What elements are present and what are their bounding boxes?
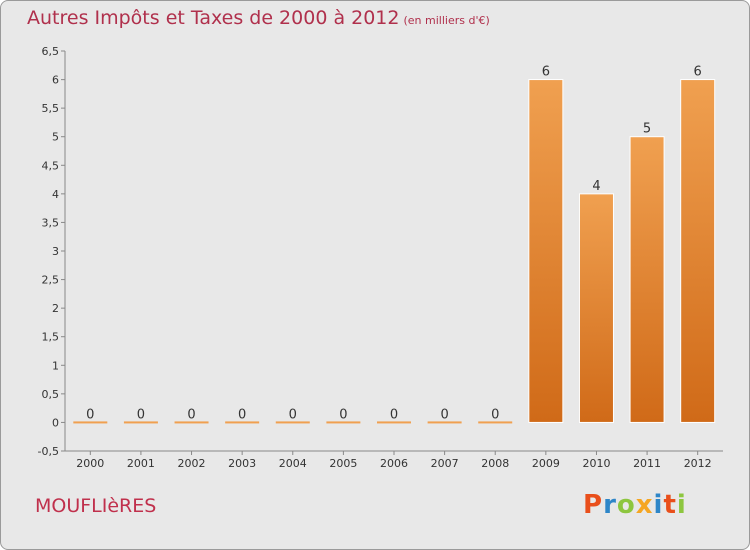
data-label: 0 [187, 407, 195, 422]
bars [73, 79, 716, 424]
bar [680, 79, 716, 423]
logo-letter: r [603, 490, 617, 520]
data-label: 4 [592, 179, 600, 194]
data-label: 0 [137, 407, 145, 422]
data-labels: 0 0 0 0 0 0 0 0 0 6 4 5 6 [86, 65, 702, 423]
y-tick-label: 0 [52, 416, 59, 429]
bar [578, 193, 614, 423]
x-tick-label: 2002 [178, 457, 206, 470]
y-tick-label: 4,5 [42, 159, 60, 172]
bar [478, 421, 513, 424]
bar [629, 136, 665, 423]
x-tick-label: 2009 [532, 457, 560, 470]
x-tick-label: 2012 [684, 457, 712, 470]
x-tick-label: 2000 [76, 457, 104, 470]
bar [377, 421, 411, 424]
y-tick-label: 2 [52, 302, 59, 315]
bar [275, 421, 310, 424]
logo-letter: i [676, 490, 687, 520]
data-label: 0 [289, 407, 297, 422]
y-tick-label: 1,5 [42, 331, 60, 344]
logo-letter: t [663, 490, 677, 520]
data-label: 0 [339, 407, 347, 422]
x-tick-label: 2008 [481, 457, 509, 470]
x-tick-label: 2001 [127, 457, 155, 470]
y-tick-label: 0,5 [42, 388, 60, 401]
bar [174, 421, 209, 424]
bar [326, 421, 361, 424]
x-tick-label: 2011 [633, 457, 661, 470]
x-tick-label: 2004 [279, 457, 307, 470]
data-label: 5 [643, 122, 651, 137]
data-label: 0 [491, 407, 499, 422]
title-text: Autres Impôts et Taxes de 2000 à 2012 [27, 7, 400, 29]
y-tick-label: 1 [52, 359, 59, 372]
bar [73, 421, 108, 424]
commune-name: MOUFLIèRES [35, 495, 157, 517]
axes: -0,5 0 0,5 1 1,5 2 2,5 3 3,5 4 4,5 5 5,5 6 6,5 2000 2001… [38, 45, 723, 470]
logo-letter: o [616, 490, 636, 520]
y-tick-label: 3,5 [42, 216, 60, 229]
bar [123, 421, 158, 424]
bar [427, 421, 462, 424]
data-label: 0 [440, 407, 448, 422]
y-tick-label: 4 [52, 188, 59, 201]
data-label: 6 [694, 65, 702, 80]
unit-label: (en milliers d'€) [403, 14, 490, 27]
proxiti-logo: Proxiti [583, 490, 687, 520]
chart-title: Autres Impôts et Taxes de 2000 à 2012 (en… [27, 7, 490, 29]
data-label: 6 [542, 65, 550, 80]
logo-letter: P [583, 490, 604, 520]
x-tick-label: 2010 [582, 457, 610, 470]
bar [225, 421, 260, 424]
y-tick-label: 3 [52, 245, 59, 258]
x-tick-label: 2007 [431, 457, 459, 470]
logo-letter: x [635, 490, 654, 520]
y-tick-label: 5 [52, 131, 59, 144]
x-tick-label: 2005 [329, 457, 357, 470]
data-label: 0 [238, 407, 246, 422]
y-tick-label: 2,5 [42, 274, 60, 287]
x-tick-label: 2006 [380, 457, 408, 470]
y-tick-label: -0,5 [38, 445, 59, 458]
data-label: 0 [86, 407, 94, 422]
bar [528, 79, 564, 423]
y-tick-label: 6,5 [42, 45, 60, 58]
y-tick-label: 6 [52, 74, 59, 87]
logo-letter: i [653, 490, 664, 520]
x-tick-label: 2003 [228, 457, 256, 470]
data-label: 0 [390, 407, 398, 422]
y-tick-label: 5,5 [42, 102, 60, 115]
